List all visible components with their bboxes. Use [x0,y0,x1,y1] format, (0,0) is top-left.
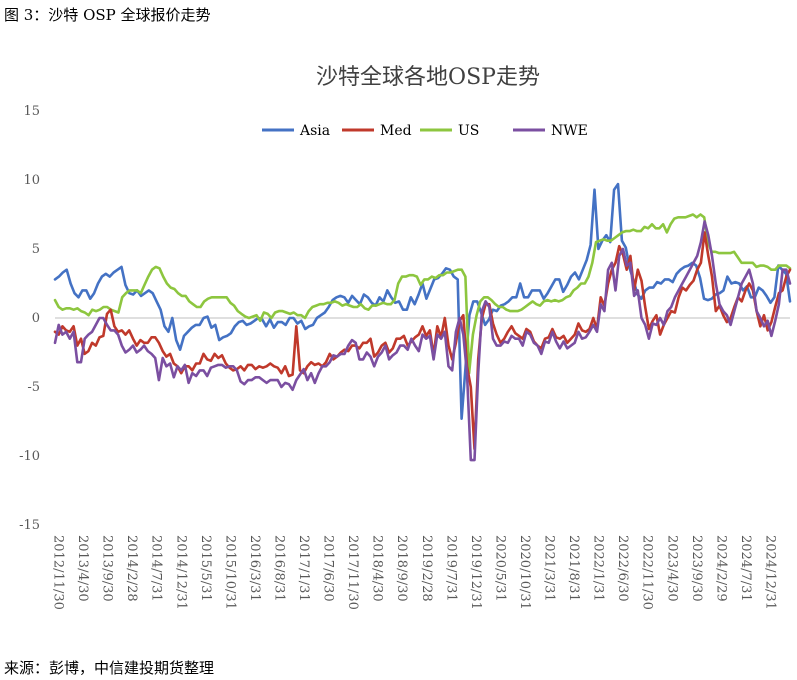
x-tick-label: 2013/4/30 [75,535,90,602]
x-tick-label: 2013/9/30 [100,535,115,602]
series-line-asia [53,182,792,421]
legend-label-asia: Asia [299,123,330,139]
legend-label-med: Med [380,123,412,139]
legend-label-us: US [458,123,479,139]
x-tick-label: 2021/3/31 [542,535,557,602]
x-tick-label: 2017/1/31 [296,535,311,602]
x-tick-label: 2024/12/31 [763,535,778,610]
y-axis: -15 -10 -5 0 5 10 15 [19,104,40,533]
x-tick-label: 2016/3/31 [247,535,262,602]
x-tick-label: 2019/7/31 [443,535,458,602]
x-tick-label: 2019/12/31 [468,535,483,610]
osp-line-chart: 沙特全球各地OSP走势 Asia Med US NWE -15-10-5051015 … [19,65,792,610]
x-tick-label: 2015/10/31 [222,535,237,610]
series-line-nwe [53,220,792,462]
x-tick-label: 2024/7/31 [738,535,753,602]
y-tick-label: 0 [32,311,40,326]
x-tick-label: 2014/7/31 [149,535,164,602]
x-tick-label: 2022/1/31 [591,535,606,602]
x-tick-label: 2022/11/30 [640,535,655,610]
x-tick-label: 2024/2/29 [713,535,728,602]
legend-label-nwe: NWE [551,123,588,139]
series-line-us [53,213,792,375]
x-tick-label: 2023/9/30 [689,535,704,602]
figure-caption: 图 3：沙特 OSP 全球报价走势 [4,6,211,24]
y-tick-label: -5 [27,380,40,395]
x-tick-label: 2021/8/31 [566,535,581,602]
x-tick-label: 2014/2/28 [124,535,139,602]
x-tick-label: 2022/6/30 [615,535,630,602]
y-tick-label: 15 [23,104,40,119]
series-line-med [53,231,792,451]
x-tick-label: 2020/5/31 [492,535,507,602]
x-tick-label: 2020/10/31 [517,535,532,610]
series-lines [53,182,792,462]
chart-title: 沙特全球各地OSP走势 [316,65,540,90]
y-tick-label: -15 [19,518,40,533]
chart-legend: Asia Med US NWE [262,123,588,139]
y-tick-label: 10 [23,173,40,188]
x-axis: 2012/11/30 2013/4/30 2013/9/30 2014/2/28 201… [51,317,790,610]
x-tick-label: 2015/5/31 [198,535,213,602]
x-tick-label: 2018/4/30 [370,535,385,602]
figure-source: 来源：彭博，中信建投期货整理 [4,659,215,677]
x-tick-label: 2016/8/31 [271,535,286,602]
x-tick-label: 2012/11/30 [51,535,66,610]
y-tick-label: 5 [32,242,40,257]
x-tick-label: 2014/12/31 [173,535,188,610]
x-tick-label: 2017/11/30 [345,535,360,610]
x-tick-label: 2023/4/30 [664,535,679,602]
x-tick-label: 2017/6/30 [321,535,336,602]
x-tick-label: 2018/9/30 [394,535,409,602]
y-tick-label: -10 [19,449,40,464]
x-tick-label: 2019/2/28 [419,535,434,602]
